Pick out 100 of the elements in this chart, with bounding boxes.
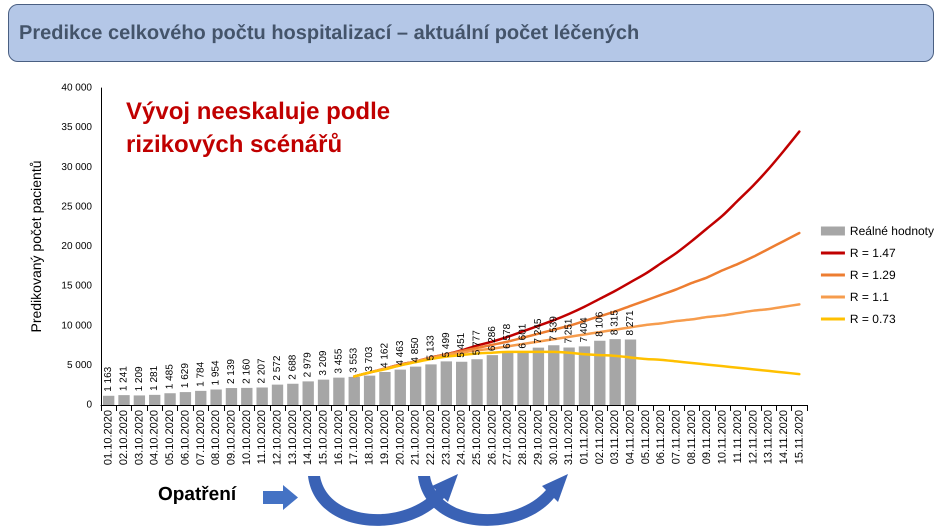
y-tick-label: 5 000 — [66, 360, 92, 371]
x-tick-label: 04.11.2020 — [624, 410, 636, 464]
bar — [149, 394, 160, 405]
data-label: 5 451 — [456, 332, 468, 358]
bar — [118, 395, 130, 405]
x-tick-label: 03.10.2020 — [133, 410, 146, 466]
x-tick-label: 12.11.2020 — [747, 410, 760, 464]
bar — [517, 352, 529, 405]
y-tick-label: 30 000 — [61, 162, 92, 173]
bar — [287, 384, 299, 405]
bar — [425, 364, 437, 405]
x-tick-label: 24.10.2020 — [456, 410, 468, 466]
bar — [210, 390, 222, 405]
x-tick-label: 08.11.2020 — [686, 410, 698, 464]
bar — [333, 378, 345, 405]
x-tick-label: 13.10.2020 — [286, 410, 299, 466]
legend-label: Reálné hodnoty — [850, 224, 934, 238]
y-tick-label: 15 000 — [61, 280, 92, 292]
x-tick-label: 15.10.2020 — [318, 410, 330, 466]
data-label: 2 688 — [287, 354, 298, 380]
data-label: 3 703 — [364, 346, 376, 372]
bar — [440, 361, 452, 405]
y-tick-label: 0 — [86, 400, 92, 410]
bar — [456, 362, 468, 405]
legend-label: R = 1.29 — [850, 268, 896, 282]
data-label: 2 207 — [256, 358, 268, 384]
x-tick-label: 11.10.2020 — [256, 410, 268, 464]
x-tick-label: 01.11.2020 — [578, 410, 590, 464]
data-label: 8 315 — [610, 310, 621, 336]
bar — [272, 384, 284, 405]
data-label: 1 954 — [210, 360, 222, 386]
x-tick-label: 20.10.2020 — [394, 410, 406, 466]
x-tick-label: 11.11.2020 — [732, 410, 744, 464]
data-label: 3 455 — [333, 348, 344, 374]
bar — [318, 380, 330, 405]
data-label: 1 485 — [164, 364, 176, 390]
x-tick-label: 05.11.2020 — [640, 410, 652, 464]
y-tick-label: 10 000 — [61, 320, 92, 332]
data-label: 1 281 — [149, 365, 160, 391]
data-label: 1 784 — [195, 361, 206, 387]
x-tick-label: 17.10.2020 — [348, 410, 360, 466]
x-tick-label: 06.10.2020 — [179, 410, 192, 466]
bar — [134, 395, 146, 405]
y-tick-label: 40 000 — [61, 82, 92, 94]
legend-label: R = 1.1 — [850, 290, 890, 304]
x-tick-label: 09.10.2020 — [225, 410, 238, 466]
bar — [226, 388, 238, 405]
data-label: 1 209 — [134, 366, 145, 392]
bar — [486, 355, 498, 405]
bar — [195, 390, 206, 405]
legend-label: R = 0.73 — [850, 312, 896, 326]
data-label: 5 777 — [472, 330, 483, 356]
data-label: 6 578 — [502, 323, 514, 349]
bar — [102, 396, 114, 405]
bar — [624, 339, 636, 405]
data-label: 7 245 — [532, 318, 544, 344]
data-label: 4 850 — [410, 337, 422, 363]
x-tick-label: 28.10.2020 — [517, 410, 530, 466]
bar — [394, 370, 406, 405]
bar — [532, 348, 544, 405]
data-label: 5 499 — [440, 332, 452, 358]
x-tick-label: 14.11.2020 — [778, 410, 790, 464]
x-tick-label: 22.10.2020 — [424, 410, 437, 466]
x-tick-label: 09.11.2020 — [701, 410, 714, 464]
data-label: 5 133 — [425, 334, 436, 360]
data-label: 3 209 — [318, 350, 330, 376]
x-tick-label: 30.10.2020 — [548, 410, 560, 466]
y-tick-label: 35 000 — [61, 122, 92, 134]
x-tick-label: 08.10.2020 — [210, 410, 222, 466]
data-label: 6 286 — [486, 326, 498, 352]
bar — [379, 372, 391, 405]
bar — [241, 388, 252, 405]
data-label: 2 139 — [226, 358, 237, 384]
x-tick-label: 21.10.2020 — [410, 410, 422, 466]
y-axis-title: Predikovaný počet pacientů — [28, 160, 44, 332]
x-tick-label: 04.10.2020 — [148, 410, 161, 466]
data-label: 2 979 — [302, 352, 314, 378]
bar — [410, 366, 422, 405]
x-tick-label: 14.10.2020 — [302, 410, 314, 466]
x-tick-label: 25.10.2020 — [471, 410, 484, 466]
bar — [578, 346, 590, 405]
x-tick-label: 29.10.2020 — [532, 410, 544, 466]
x-tick-label: 18.10.2020 — [364, 410, 376, 466]
x-tick-label: 07.10.2020 — [194, 410, 207, 466]
bar — [471, 359, 483, 405]
bar — [302, 381, 314, 405]
data-label: 3 553 — [348, 347, 360, 373]
x-tick-label: 16.10.2020 — [332, 410, 345, 466]
data-label: 2 160 — [241, 358, 252, 384]
legend-label: R = 1.47 — [850, 246, 896, 260]
x-tick-label: 03.11.2020 — [609, 410, 622, 464]
x-tick-label: 10.11.2020 — [716, 410, 729, 464]
y-tick-label: 25 000 — [61, 201, 92, 212]
bar — [348, 376, 360, 405]
bar — [256, 388, 268, 405]
data-label: 2 572 — [272, 355, 283, 381]
annotation: Vývoj neeskaluje podle rizikových scénářů — [126, 97, 392, 160]
data-label: 1 241 — [118, 366, 130, 392]
bar — [164, 393, 176, 405]
bar — [502, 352, 514, 405]
